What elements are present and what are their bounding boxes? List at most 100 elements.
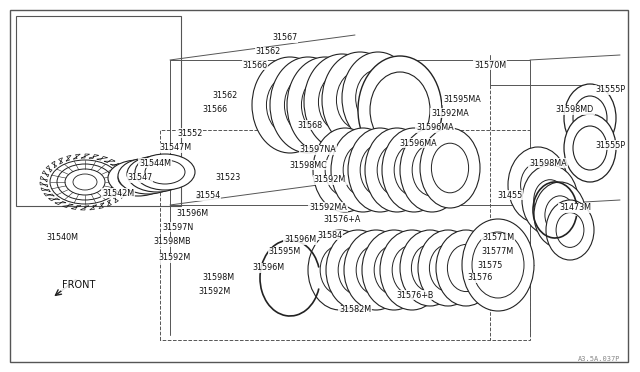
Text: 31596M: 31596M — [284, 235, 316, 244]
Text: 31584: 31584 — [317, 231, 342, 240]
Ellipse shape — [108, 160, 168, 196]
Text: 31566: 31566 — [202, 106, 228, 115]
Text: 31568: 31568 — [298, 121, 323, 129]
Ellipse shape — [348, 128, 412, 212]
Ellipse shape — [462, 219, 534, 311]
Text: 31598MD: 31598MD — [556, 106, 594, 115]
Text: 31592M: 31592M — [314, 176, 346, 185]
Ellipse shape — [145, 160, 185, 184]
Ellipse shape — [319, 72, 365, 132]
Ellipse shape — [362, 230, 426, 310]
Text: A3.5A.037P: A3.5A.037P — [577, 356, 620, 362]
Text: 31596MA: 31596MA — [399, 138, 437, 148]
Text: 31571M: 31571M — [482, 234, 514, 243]
Text: 31473M: 31473M — [559, 203, 591, 212]
Ellipse shape — [380, 230, 444, 310]
Ellipse shape — [356, 70, 401, 126]
Ellipse shape — [394, 144, 434, 196]
Ellipse shape — [137, 162, 177, 186]
Ellipse shape — [322, 52, 398, 148]
Text: 31596MA: 31596MA — [416, 124, 454, 132]
Ellipse shape — [400, 230, 460, 306]
Ellipse shape — [436, 230, 496, 306]
Text: 31523: 31523 — [216, 173, 241, 183]
Text: 31582M: 31582M — [339, 305, 371, 314]
Ellipse shape — [308, 230, 372, 310]
Ellipse shape — [118, 158, 178, 194]
Text: 31542M: 31542M — [102, 189, 134, 198]
Text: 31576+A: 31576+A — [323, 215, 361, 224]
Ellipse shape — [412, 244, 449, 292]
Text: 31554: 31554 — [195, 192, 221, 201]
Text: 31547M: 31547M — [159, 144, 191, 153]
Text: 31455: 31455 — [497, 190, 523, 199]
Text: FRONT: FRONT — [62, 280, 95, 290]
Text: 31566: 31566 — [243, 61, 268, 70]
Text: 31576: 31576 — [467, 273, 493, 282]
Text: 31547: 31547 — [127, 173, 152, 183]
Text: 31595M: 31595M — [269, 247, 301, 257]
Text: 31597N: 31597N — [163, 222, 194, 231]
Ellipse shape — [252, 57, 328, 153]
Text: 31592MA: 31592MA — [431, 109, 469, 118]
Text: 31555P: 31555P — [595, 141, 625, 150]
Ellipse shape — [313, 128, 377, 212]
Ellipse shape — [358, 56, 442, 164]
Text: 31552: 31552 — [177, 128, 203, 138]
Text: 31597NA: 31597NA — [300, 145, 337, 154]
Ellipse shape — [472, 232, 524, 298]
Ellipse shape — [377, 144, 417, 196]
Ellipse shape — [360, 144, 400, 196]
Ellipse shape — [534, 182, 586, 248]
Ellipse shape — [266, 75, 314, 135]
Ellipse shape — [564, 84, 616, 152]
Ellipse shape — [418, 230, 478, 306]
Ellipse shape — [343, 144, 383, 196]
Ellipse shape — [573, 96, 607, 140]
Ellipse shape — [128, 164, 168, 188]
Ellipse shape — [420, 128, 480, 208]
Ellipse shape — [337, 70, 383, 130]
Ellipse shape — [287, 57, 363, 153]
Ellipse shape — [431, 143, 468, 193]
Ellipse shape — [508, 147, 568, 223]
Ellipse shape — [573, 126, 607, 170]
Text: 31592MA: 31592MA — [309, 202, 347, 212]
Ellipse shape — [301, 75, 349, 135]
Ellipse shape — [118, 166, 158, 190]
Ellipse shape — [320, 245, 360, 295]
Text: 31555P: 31555P — [595, 86, 625, 94]
Ellipse shape — [284, 75, 332, 135]
Text: 31592M: 31592M — [159, 253, 191, 263]
Ellipse shape — [326, 230, 390, 310]
Ellipse shape — [545, 196, 575, 234]
Ellipse shape — [370, 72, 430, 148]
Ellipse shape — [338, 245, 378, 295]
Ellipse shape — [400, 128, 464, 212]
Text: 31570M: 31570M — [474, 61, 506, 70]
Text: 31598MB: 31598MB — [153, 237, 191, 247]
Ellipse shape — [127, 156, 187, 192]
Ellipse shape — [382, 128, 446, 212]
Ellipse shape — [392, 245, 432, 295]
Text: 31577M: 31577M — [482, 247, 514, 257]
Text: 31592M: 31592M — [199, 288, 231, 296]
Text: 31540M: 31540M — [46, 234, 78, 243]
Text: 31575: 31575 — [477, 260, 502, 269]
Ellipse shape — [412, 144, 452, 196]
Ellipse shape — [520, 163, 556, 207]
Ellipse shape — [270, 57, 346, 153]
Text: 31598MA: 31598MA — [529, 158, 567, 167]
Ellipse shape — [365, 128, 429, 212]
Ellipse shape — [447, 244, 484, 292]
Ellipse shape — [564, 114, 616, 182]
Ellipse shape — [534, 180, 566, 220]
Bar — [16, 16, 181, 206]
Text: 31562: 31562 — [212, 90, 237, 99]
Text: 31567: 31567 — [273, 33, 298, 42]
Ellipse shape — [356, 245, 396, 295]
Text: 31576+B: 31576+B — [396, 291, 434, 299]
Text: 31598MC: 31598MC — [289, 160, 327, 170]
Text: 31596M: 31596M — [252, 263, 284, 273]
Text: 31596M: 31596M — [176, 208, 208, 218]
